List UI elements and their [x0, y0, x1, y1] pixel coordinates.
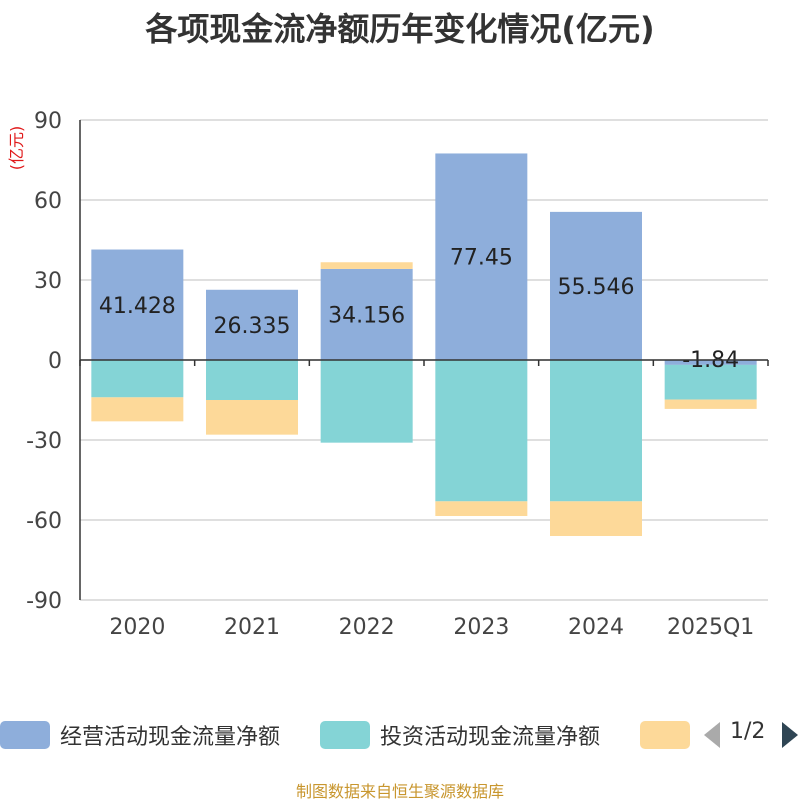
legend-next-page-arrow-icon[interactable]: [782, 722, 798, 748]
legend-prev-page-arrow-icon[interactable]: [704, 722, 720, 748]
y-tick-label: 90: [34, 109, 62, 134]
data-label: 77.45: [450, 246, 513, 271]
chart-title: 各项现金流净额历年变化情况(亿元): [145, 10, 655, 48]
legend-swatch: [320, 721, 370, 749]
y-tick-label: 0: [48, 349, 62, 374]
bar-2025Q1-series-1: [664, 360, 757, 365]
y-tick-label: -60: [26, 509, 62, 534]
legend: 经营活动现金流量净额 投资活动现金流量净额: [0, 715, 800, 755]
bar-2022-series-3: [320, 262, 413, 269]
bar-2021-series-3: [206, 400, 298, 435]
x-tick-label: 2022: [339, 615, 395, 640]
bar-2024-series-1: [550, 211, 642, 360]
source-note: 制图数据来自恒生聚源数据库: [295, 782, 504, 801]
bar-2025Q1-series-3: [664, 399, 757, 409]
bar-2020-series-2: [91, 360, 184, 398]
bar-2022-series-2: [320, 360, 413, 443]
data-label: 26.335: [214, 314, 291, 339]
chart-plot: 90 60 30 0 -30 -60 -90 (亿元) 2020 41.428 2021 26.335…: [7, 109, 769, 640]
y-tick-label: 60: [34, 189, 62, 214]
bar-2021-series-2: [206, 360, 298, 400]
data-label: 34.156: [328, 303, 405, 328]
legend-swatch: [0, 721, 50, 749]
bar-2023-series-3: [435, 501, 528, 516]
x-tick-label: 2025Q1: [667, 615, 754, 640]
bar-2023-series-2: [435, 360, 528, 502]
bar-2023-series-1: [435, 153, 528, 360]
x-tick-label: 2020: [109, 615, 165, 640]
x-tick-label: 2024: [568, 615, 624, 640]
bar-2024-series-3: [550, 501, 642, 536]
y-axis-label: (亿元): [7, 126, 26, 171]
bar-2025Q1-series-2: [664, 364, 757, 400]
bar-2024-series-2: [550, 360, 642, 502]
bar-2020-series-1: [91, 249, 184, 360]
y-tick-label: -90: [26, 589, 62, 614]
data-label: 55.546: [558, 275, 635, 300]
x-tick-label: 2021: [224, 615, 280, 640]
bar-2021-series-1: [206, 289, 298, 360]
legend-page-indicator: 1/2: [730, 719, 766, 744]
data-label: 41.428: [99, 294, 176, 319]
x-tick-label: 2023: [453, 615, 509, 640]
legend-label: 经营活动现金流量净额: [60, 725, 281, 750]
legend-swatch: [640, 721, 690, 749]
bar-2020-series-3: [91, 397, 184, 422]
bar-2022-series-1: [320, 268, 413, 360]
y-tick-label: 30: [34, 269, 62, 294]
legend-label: 投资活动现金流量净额: [380, 725, 601, 750]
y-tick-label: -30: [26, 429, 62, 454]
